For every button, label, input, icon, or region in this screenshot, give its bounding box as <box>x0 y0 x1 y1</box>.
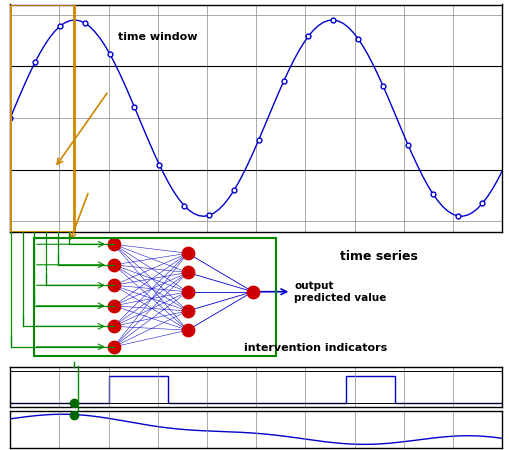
Text: time window: time window <box>118 32 197 42</box>
Point <box>109 282 118 289</box>
Point <box>183 307 191 315</box>
Point <box>109 323 118 330</box>
Bar <box>34 238 276 356</box>
Point <box>183 288 191 295</box>
Text: time series: time series <box>340 250 417 263</box>
Bar <box>10 4 74 232</box>
Point <box>109 343 118 351</box>
Point <box>183 250 191 257</box>
Point <box>109 302 118 310</box>
Point <box>248 288 257 295</box>
Point <box>109 261 118 268</box>
Text: intervention indicators: intervention indicators <box>243 342 386 353</box>
Point <box>109 241 118 248</box>
Text: output
predicted value: output predicted value <box>294 281 386 302</box>
Point <box>183 327 191 334</box>
Point <box>183 269 191 276</box>
